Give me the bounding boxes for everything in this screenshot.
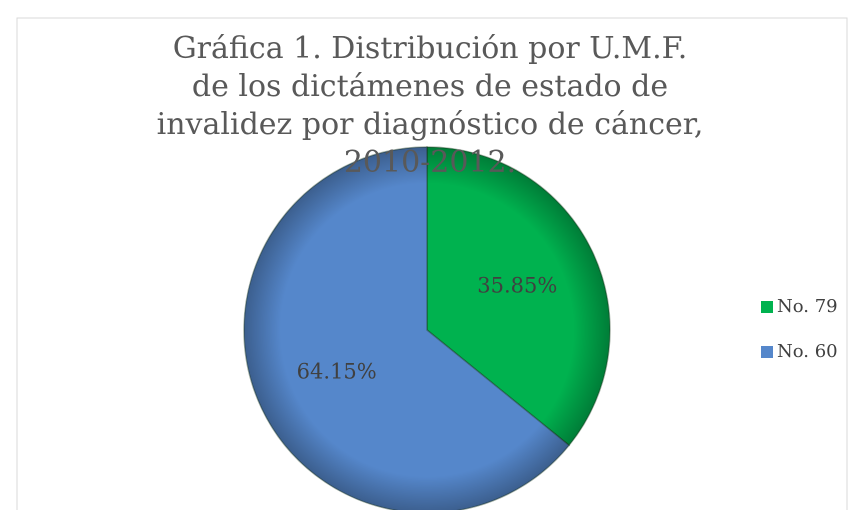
legend-swatch	[761, 346, 773, 358]
chart-title: Gráfica 1. Distribución por U.M.F. de lo…	[156, 31, 704, 180]
chart-border	[16, 17, 848, 510]
legend-swatch	[761, 301, 773, 313]
legend-label: No. 60	[777, 341, 838, 362]
legend-label: No. 79	[777, 296, 838, 317]
data-label: 35.85%	[477, 273, 557, 297]
data-label: 64.15%	[297, 360, 377, 384]
